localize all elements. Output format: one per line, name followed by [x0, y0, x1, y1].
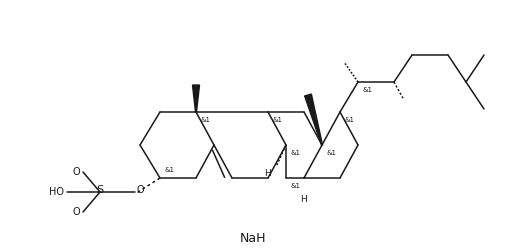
Text: &1: &1: [326, 150, 336, 156]
Text: &1: &1: [344, 117, 355, 123]
Text: H: H: [264, 169, 271, 177]
Text: HO: HO: [49, 187, 64, 197]
Polygon shape: [192, 85, 199, 112]
Text: &1: &1: [273, 117, 282, 123]
Text: &1: &1: [362, 87, 372, 93]
Text: &1: &1: [290, 183, 300, 189]
Text: O: O: [136, 185, 143, 195]
Text: H: H: [300, 196, 307, 205]
Text: S: S: [96, 185, 104, 195]
Polygon shape: [304, 94, 322, 145]
Text: &1: &1: [165, 167, 175, 173]
Text: &1: &1: [200, 117, 211, 123]
Text: NaH: NaH: [239, 232, 266, 244]
Text: &1: &1: [290, 150, 300, 156]
Text: O: O: [72, 167, 80, 177]
Text: O: O: [72, 207, 80, 217]
